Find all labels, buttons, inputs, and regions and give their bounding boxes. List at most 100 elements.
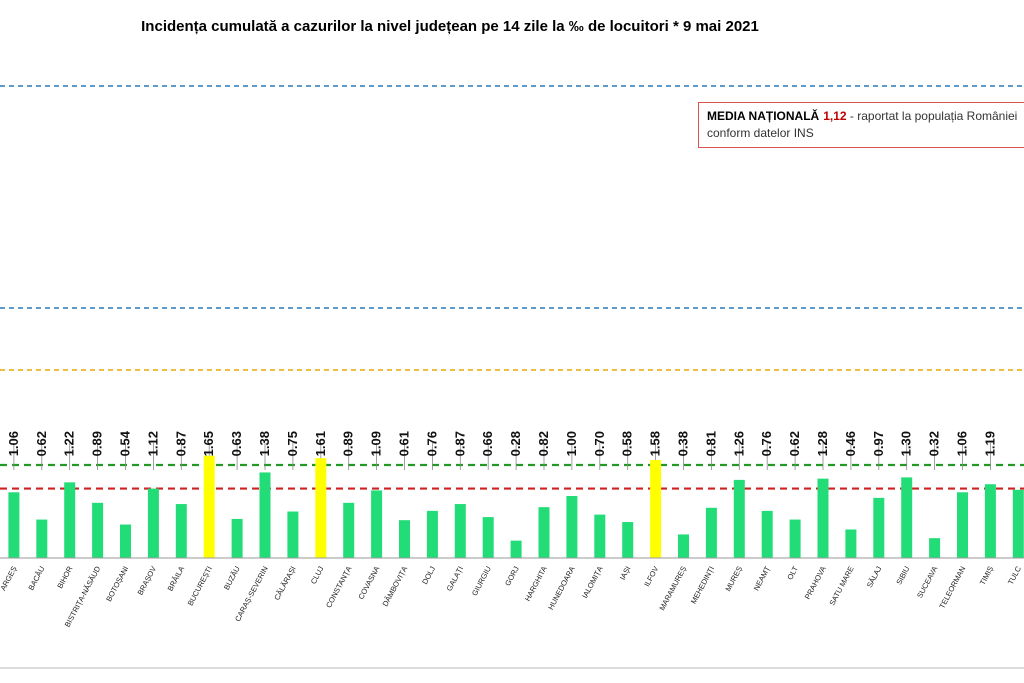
bar	[8, 492, 20, 558]
category-label: MARAMUREȘ	[657, 565, 688, 612]
category-label: BIHOR	[55, 564, 74, 590]
value-label: 0.89	[90, 431, 105, 456]
value-label: 0.58	[620, 431, 635, 456]
bar	[873, 497, 885, 558]
value-label: 1.19	[982, 431, 997, 456]
bar	[733, 479, 745, 558]
bar	[510, 540, 522, 558]
value-label: 0.61	[397, 431, 412, 456]
value-label: 0.97	[871, 431, 886, 456]
category-label: TIMIȘ	[978, 565, 995, 587]
category-label: ARGEȘ	[0, 565, 19, 592]
bar	[482, 517, 494, 558]
bar	[566, 496, 578, 558]
bar	[426, 510, 438, 558]
value-label: 0.32	[927, 431, 942, 456]
bar	[343, 502, 355, 558]
value-label: 0.87	[452, 431, 467, 456]
value-label: 0.66	[480, 431, 495, 456]
category-label: GORJ	[503, 565, 521, 588]
category-label: GALAȚI	[445, 565, 465, 593]
bar	[64, 482, 76, 558]
category-label: BUCUREȘTI	[186, 565, 214, 607]
category-label: IALOMIȚA	[580, 565, 604, 600]
category-label: SUCEAVA	[915, 565, 939, 600]
bar	[957, 492, 968, 558]
bar	[92, 502, 104, 558]
category-label: TELEORMAN	[937, 565, 967, 610]
category-label: BRĂILA	[166, 565, 186, 593]
value-label: 0.89	[341, 431, 356, 456]
chart-title: Incidența cumulată a cazurilor la nivel …	[141, 18, 759, 35]
bar	[845, 529, 857, 558]
value-label: 0.54	[118, 430, 133, 456]
reference-lines	[0, 85, 1024, 490]
value-label: 1.06	[6, 431, 21, 456]
bar	[538, 507, 550, 558]
category-label: SIBIU	[894, 565, 911, 587]
value-label: 1.28	[815, 431, 830, 456]
category-label: SĂLAJ	[865, 565, 884, 590]
bar	[231, 518, 243, 558]
bar	[901, 477, 913, 558]
value-label: 1.22	[62, 431, 77, 456]
category-label: SATU MARE	[827, 565, 855, 607]
category-label: MUREȘ	[723, 565, 744, 593]
category-label: NEAMȚ	[752, 564, 772, 592]
category-label: CONSTANȚA	[324, 565, 353, 610]
category-label: CLUJ	[309, 565, 326, 586]
bar	[789, 519, 801, 558]
value-label: 1.61	[313, 431, 328, 456]
category-label: TULC	[1006, 564, 1023, 586]
bar	[120, 524, 131, 558]
national-average-label: MEDIA NAȚIONALĂ	[707, 109, 820, 123]
bar	[259, 472, 271, 558]
category-label: OLT	[785, 564, 800, 581]
bar	[929, 538, 941, 558]
bar	[36, 519, 48, 558]
category-label: BRAȘOV	[136, 565, 159, 597]
category-label: DOLJ	[420, 564, 437, 585]
bar	[705, 507, 717, 558]
national-average-value: 1,12	[823, 109, 847, 123]
bar	[761, 510, 773, 558]
value-label: 0.81	[703, 431, 718, 456]
category-label: GIURGIU	[470, 565, 493, 598]
category-label: PRAHOVA	[803, 565, 828, 601]
category-label: CĂLĂRAȘI	[272, 565, 297, 602]
value-label: 1.26	[731, 431, 746, 456]
value-label: 1.06	[955, 431, 970, 456]
category-label: COVASNA	[356, 565, 381, 601]
national-average-legend: MEDIA NAȚIONALĂ 1,12 - raportat la popula…	[698, 102, 1024, 148]
value-label: 1.09	[369, 431, 384, 456]
value-label: 0.76	[424, 431, 439, 456]
bar	[175, 504, 187, 558]
value-label: 0.62	[787, 431, 802, 456]
bar	[454, 504, 466, 558]
bar	[650, 460, 662, 558]
value-label: 1.30	[899, 431, 914, 456]
value-label: 1.65	[201, 431, 216, 456]
bar	[399, 520, 410, 558]
value-label: 1.38	[257, 431, 272, 456]
national-average-source: conform datelor INS	[707, 126, 814, 140]
category-label: HUNEDOARA	[546, 565, 576, 612]
category-label: BOTOȘANI	[104, 565, 130, 603]
value-label: 1.58	[648, 431, 663, 456]
category-label: HARGHITA	[523, 565, 549, 603]
bars-group	[8, 455, 1024, 558]
value-label: 0.62	[34, 431, 49, 456]
bar	[147, 488, 159, 558]
bar	[678, 534, 689, 558]
national-average-note: - raportat la populația României	[846, 109, 1018, 123]
bar	[622, 522, 634, 558]
category-label: BACĂU	[26, 565, 46, 592]
value-label: 1.00	[564, 431, 579, 456]
value-label: 0.70	[592, 431, 607, 456]
bar	[371, 490, 383, 558]
bar	[817, 478, 829, 558]
value-label: 0.76	[759, 431, 774, 456]
bar	[594, 514, 606, 558]
category-label: ILFOV	[642, 565, 660, 588]
